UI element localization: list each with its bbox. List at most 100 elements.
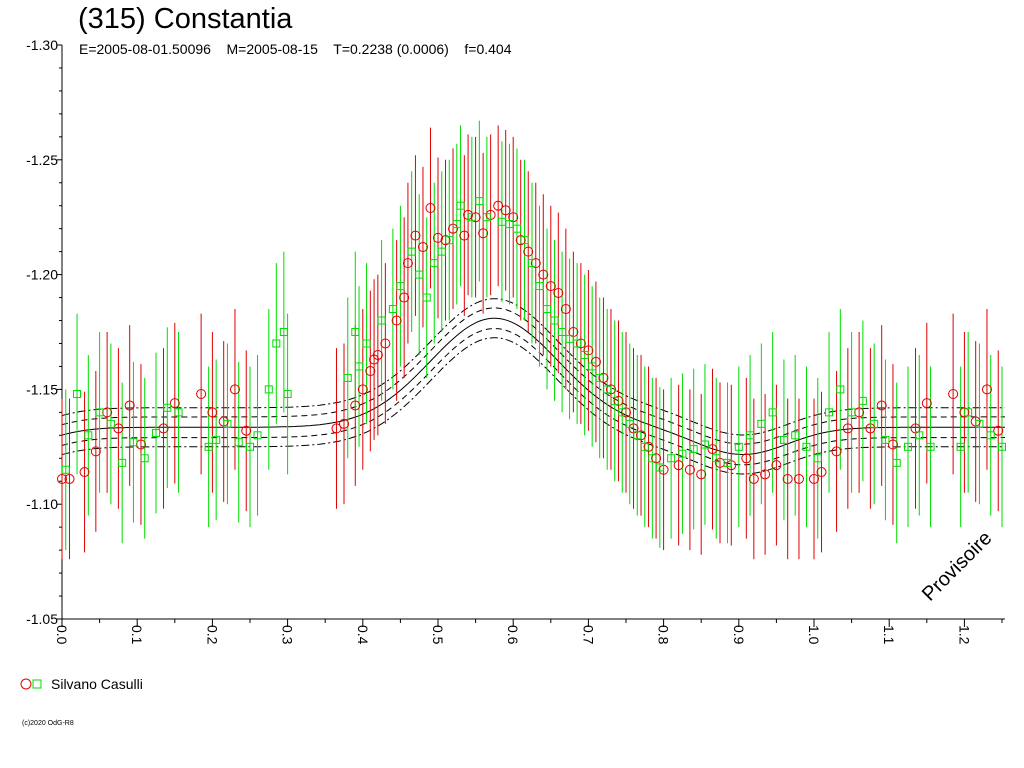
legend-label: Silvano Casulli (51, 676, 143, 693)
data-point-circle (760, 469, 771, 480)
data-point-circle (331, 423, 342, 434)
data-point-square (396, 282, 405, 291)
data-point-circle (207, 407, 218, 418)
data-point-square (550, 316, 559, 325)
fit-curve-dashed-lower (61, 328, 1005, 466)
data-point-circle (831, 446, 842, 457)
data-point-square (174, 408, 183, 417)
x-tick-label: 1.1 (881, 625, 897, 645)
data-point-square (223, 419, 232, 428)
data-point-circle (241, 425, 252, 436)
x-tick-label: 0.5 (430, 625, 446, 645)
data-point-circle (113, 423, 124, 434)
data-point-square (61, 465, 70, 474)
data-point-square (573, 339, 582, 348)
fit-curve-dashdot-lower (61, 337, 1005, 475)
x-tick-label: 0.3 (280, 625, 296, 645)
data-point-square (388, 305, 397, 314)
y-tick-label: -1.15 (26, 381, 58, 397)
data-point-circle (842, 423, 853, 434)
data-point-circle (196, 388, 207, 399)
x-tick-label: 0.8 (656, 625, 672, 645)
data-point-square (505, 220, 514, 229)
data-point-square (422, 293, 431, 302)
data-point-circle (981, 384, 992, 395)
data-point-circle (79, 467, 90, 478)
data-point-square (603, 385, 612, 394)
data-point-square (813, 454, 822, 463)
data-point-square (678, 449, 687, 458)
data-point-square (746, 431, 755, 440)
data-point-square (362, 339, 371, 348)
data-point-circle (782, 473, 793, 484)
x-tick-label: 0.4 (355, 625, 371, 645)
data-point-square (264, 385, 273, 394)
data-point-square (272, 339, 281, 348)
data-point-square (757, 419, 766, 428)
data-point-circle (440, 235, 451, 246)
data-point-square (445, 236, 454, 245)
data-point-square (998, 442, 1006, 451)
data-point-square (204, 442, 213, 451)
data-point-square (648, 454, 657, 463)
data-point-circle (478, 228, 489, 239)
data-point-square (580, 350, 589, 359)
data-point-circle (560, 304, 571, 315)
data-point-circle (741, 453, 752, 464)
x-tick-label: 0.0 (54, 625, 70, 645)
fit-curve-solid (61, 317, 1005, 455)
data-point-circle (575, 338, 586, 349)
data-point-circle (124, 400, 135, 411)
x-tick-label: 1.2 (956, 625, 972, 645)
data-point-square (689, 445, 698, 454)
data-point-circle (948, 388, 959, 399)
data-point-circle (545, 281, 556, 292)
data-point-circle (380, 338, 391, 349)
data-point-circle (229, 384, 240, 395)
data-point-square (140, 454, 149, 463)
data-point-square (430, 259, 439, 268)
data-point-square (734, 442, 743, 451)
data-point-circle (493, 200, 504, 211)
data-point-square (152, 429, 160, 438)
data-point-circle (391, 315, 402, 326)
data-point-circle (433, 232, 443, 243)
data-point-square (610, 396, 619, 405)
data-point-circle (876, 400, 887, 411)
data-point-square (836, 385, 845, 394)
chart-subtitle: E=2005-08-01.50096 M=2005-08-15 T=0.2238… (79, 41, 512, 57)
data-point-square (588, 362, 597, 371)
data-point-circle (887, 439, 898, 450)
copyright-text: (c)2020 OdG-R8 (22, 720, 74, 727)
data-point-circle (605, 384, 616, 395)
data-point-square (163, 403, 172, 412)
data-point-square (234, 438, 243, 447)
chart-title: (315) Constantia (78, 3, 293, 35)
data-point-square (723, 458, 732, 467)
y-tick-label: -1.30 (26, 37, 58, 53)
data-point-square (95, 408, 104, 417)
data-point-square (246, 442, 254, 451)
data-point-square (847, 408, 856, 417)
data-point-square (535, 282, 544, 291)
data-point-square (84, 431, 93, 440)
data-point-circle (410, 230, 421, 241)
y-tick-label: -1.25 (26, 152, 58, 168)
data-point-square (351, 328, 360, 336)
data-point-circle (959, 407, 970, 418)
data-point-square (655, 463, 664, 472)
legend: Silvano Casulli (19, 674, 143, 693)
data-point-square (825, 408, 834, 417)
data-point-circle (425, 203, 436, 214)
data-point-circle (684, 464, 695, 475)
data-point-square (377, 316, 386, 325)
data-point-square (212, 435, 221, 444)
data-point-square (482, 213, 491, 222)
data-point-square (129, 438, 138, 447)
data-point-square (437, 247, 446, 256)
data-point-circle (748, 473, 759, 484)
data-point-circle (613, 395, 624, 406)
legend-symbols-icon (20, 678, 42, 690)
data-point-square (253, 431, 262, 440)
